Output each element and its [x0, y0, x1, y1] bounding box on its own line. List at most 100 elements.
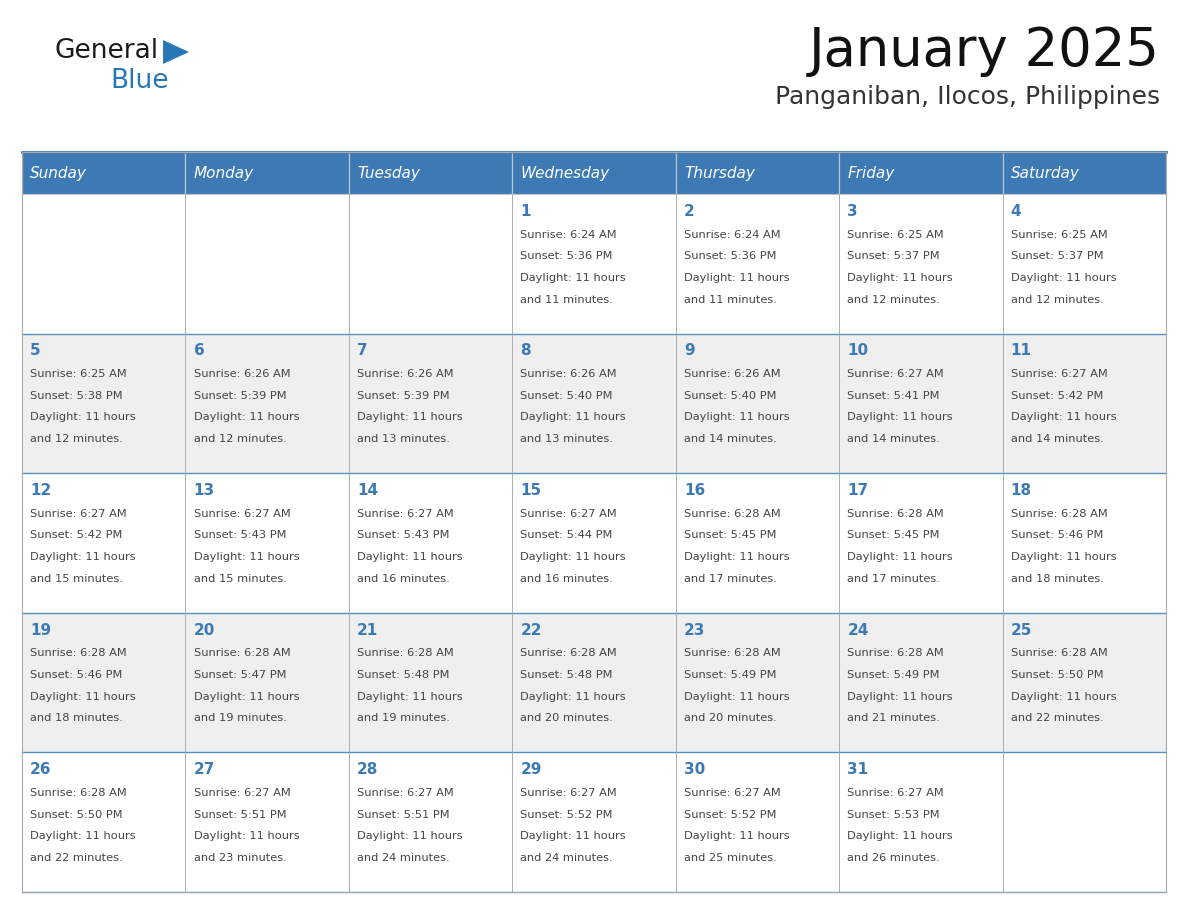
Text: Sunset: 5:46 PM: Sunset: 5:46 PM [1011, 531, 1104, 541]
Text: Sunset: 5:52 PM: Sunset: 5:52 PM [520, 810, 613, 820]
Text: Daylight: 11 hours: Daylight: 11 hours [520, 412, 626, 422]
Text: Sunrise: 6:28 AM: Sunrise: 6:28 AM [1011, 509, 1107, 519]
Text: and 14 minutes.: and 14 minutes. [684, 434, 777, 444]
Text: 26: 26 [30, 762, 51, 778]
Text: Sunrise: 6:27 AM: Sunrise: 6:27 AM [30, 509, 127, 519]
Bar [185, 152, 349, 194]
Text: 21: 21 [358, 622, 378, 638]
Text: 24: 24 [847, 622, 868, 638]
Text: Sunset: 5:40 PM: Sunset: 5:40 PM [520, 391, 613, 401]
Text: and 13 minutes.: and 13 minutes. [520, 434, 613, 444]
Text: 16: 16 [684, 483, 706, 498]
Bar [185, 333, 349, 473]
Text: Tuesday: Tuesday [358, 166, 419, 182]
Text: Sunrise: 6:28 AM: Sunrise: 6:28 AM [684, 648, 781, 658]
Bar [676, 194, 839, 333]
Bar [349, 194, 512, 333]
Text: Sunrise: 6:27 AM: Sunrise: 6:27 AM [684, 788, 781, 798]
Text: Sunset: 5:36 PM: Sunset: 5:36 PM [684, 252, 777, 262]
Text: and 18 minutes.: and 18 minutes. [1011, 574, 1104, 584]
Bar [512, 333, 676, 473]
Text: Daylight: 11 hours: Daylight: 11 hours [520, 273, 626, 283]
Bar [349, 613, 512, 753]
Text: Sunset: 5:53 PM: Sunset: 5:53 PM [847, 810, 940, 820]
Text: 23: 23 [684, 622, 706, 638]
Bar [1003, 194, 1165, 333]
Text: Sunset: 5:43 PM: Sunset: 5:43 PM [358, 531, 449, 541]
Text: and 16 minutes.: and 16 minutes. [520, 574, 613, 584]
Text: and 17 minutes.: and 17 minutes. [847, 574, 940, 584]
Text: Daylight: 11 hours: Daylight: 11 hours [684, 691, 790, 701]
Text: and 12 minutes.: and 12 minutes. [847, 295, 940, 305]
Text: Sunset: 5:42 PM: Sunset: 5:42 PM [30, 531, 122, 541]
Bar [349, 152, 512, 194]
Bar [185, 613, 349, 753]
Text: and 12 minutes.: and 12 minutes. [30, 434, 122, 444]
Text: Sunrise: 6:28 AM: Sunrise: 6:28 AM [30, 788, 127, 798]
Text: 10: 10 [847, 343, 868, 358]
Text: Sunrise: 6:28 AM: Sunrise: 6:28 AM [847, 509, 944, 519]
Text: 22: 22 [520, 622, 542, 638]
Text: Sunrise: 6:25 AM: Sunrise: 6:25 AM [30, 369, 127, 379]
Text: Sunrise: 6:26 AM: Sunrise: 6:26 AM [684, 369, 781, 379]
Text: Sunset: 5:44 PM: Sunset: 5:44 PM [520, 531, 613, 541]
Bar [839, 152, 1003, 194]
Text: Daylight: 11 hours: Daylight: 11 hours [30, 412, 135, 422]
Text: Daylight: 11 hours: Daylight: 11 hours [194, 691, 299, 701]
Text: Sunrise: 6:28 AM: Sunrise: 6:28 AM [520, 648, 618, 658]
Bar [839, 753, 1003, 892]
Text: and 22 minutes.: and 22 minutes. [1011, 713, 1104, 723]
Text: and 22 minutes.: and 22 minutes. [30, 853, 122, 863]
Bar [512, 152, 676, 194]
Text: 2: 2 [684, 204, 695, 218]
Text: and 16 minutes.: and 16 minutes. [358, 574, 450, 584]
Bar [23, 473, 185, 613]
Text: and 17 minutes.: and 17 minutes. [684, 574, 777, 584]
Text: and 23 minutes.: and 23 minutes. [194, 853, 286, 863]
Text: Sunrise: 6:27 AM: Sunrise: 6:27 AM [520, 509, 618, 519]
Text: Daylight: 11 hours: Daylight: 11 hours [1011, 552, 1117, 562]
Text: and 21 minutes.: and 21 minutes. [847, 713, 940, 723]
Text: 11: 11 [1011, 343, 1031, 358]
Text: Daylight: 11 hours: Daylight: 11 hours [847, 552, 953, 562]
Bar [512, 473, 676, 613]
Text: Daylight: 11 hours: Daylight: 11 hours [194, 412, 299, 422]
Bar [839, 613, 1003, 753]
Text: 13: 13 [194, 483, 215, 498]
Text: and 15 minutes.: and 15 minutes. [194, 574, 286, 584]
Bar [1003, 152, 1165, 194]
Text: 5: 5 [30, 343, 40, 358]
Text: and 20 minutes.: and 20 minutes. [520, 713, 613, 723]
Text: Sunset: 5:45 PM: Sunset: 5:45 PM [847, 531, 940, 541]
Text: Sunrise: 6:24 AM: Sunrise: 6:24 AM [520, 230, 617, 240]
Text: and 12 minutes.: and 12 minutes. [1011, 295, 1104, 305]
Bar [23, 194, 185, 333]
Text: Daylight: 11 hours: Daylight: 11 hours [1011, 412, 1117, 422]
Text: and 15 minutes.: and 15 minutes. [30, 574, 124, 584]
Bar [676, 473, 839, 613]
Text: Sunset: 5:48 PM: Sunset: 5:48 PM [358, 670, 449, 680]
Text: and 11 minutes.: and 11 minutes. [520, 295, 613, 305]
Bar [349, 333, 512, 473]
Text: Sunrise: 6:27 AM: Sunrise: 6:27 AM [520, 788, 618, 798]
Bar [512, 613, 676, 753]
Text: Sunset: 5:51 PM: Sunset: 5:51 PM [194, 810, 286, 820]
Text: Daylight: 11 hours: Daylight: 11 hours [684, 832, 790, 841]
Text: and 19 minutes.: and 19 minutes. [194, 713, 286, 723]
Text: Sunset: 5:50 PM: Sunset: 5:50 PM [1011, 670, 1104, 680]
Text: Panganiban, Ilocos, Philippines: Panganiban, Ilocos, Philippines [775, 85, 1159, 109]
Text: Friday: Friday [847, 166, 895, 182]
Bar [1003, 473, 1165, 613]
Text: 4: 4 [1011, 204, 1022, 218]
Text: Sunrise: 6:26 AM: Sunrise: 6:26 AM [520, 369, 617, 379]
Text: and 19 minutes.: and 19 minutes. [358, 713, 450, 723]
Text: Daylight: 11 hours: Daylight: 11 hours [194, 552, 299, 562]
Text: Blue: Blue [110, 68, 169, 94]
Bar [23, 152, 185, 194]
Text: 20: 20 [194, 622, 215, 638]
Text: 19: 19 [30, 622, 51, 638]
Text: Sunrise: 6:24 AM: Sunrise: 6:24 AM [684, 230, 781, 240]
Text: Sunset: 5:37 PM: Sunset: 5:37 PM [847, 252, 940, 262]
Text: 30: 30 [684, 762, 706, 778]
Bar [1003, 333, 1165, 473]
